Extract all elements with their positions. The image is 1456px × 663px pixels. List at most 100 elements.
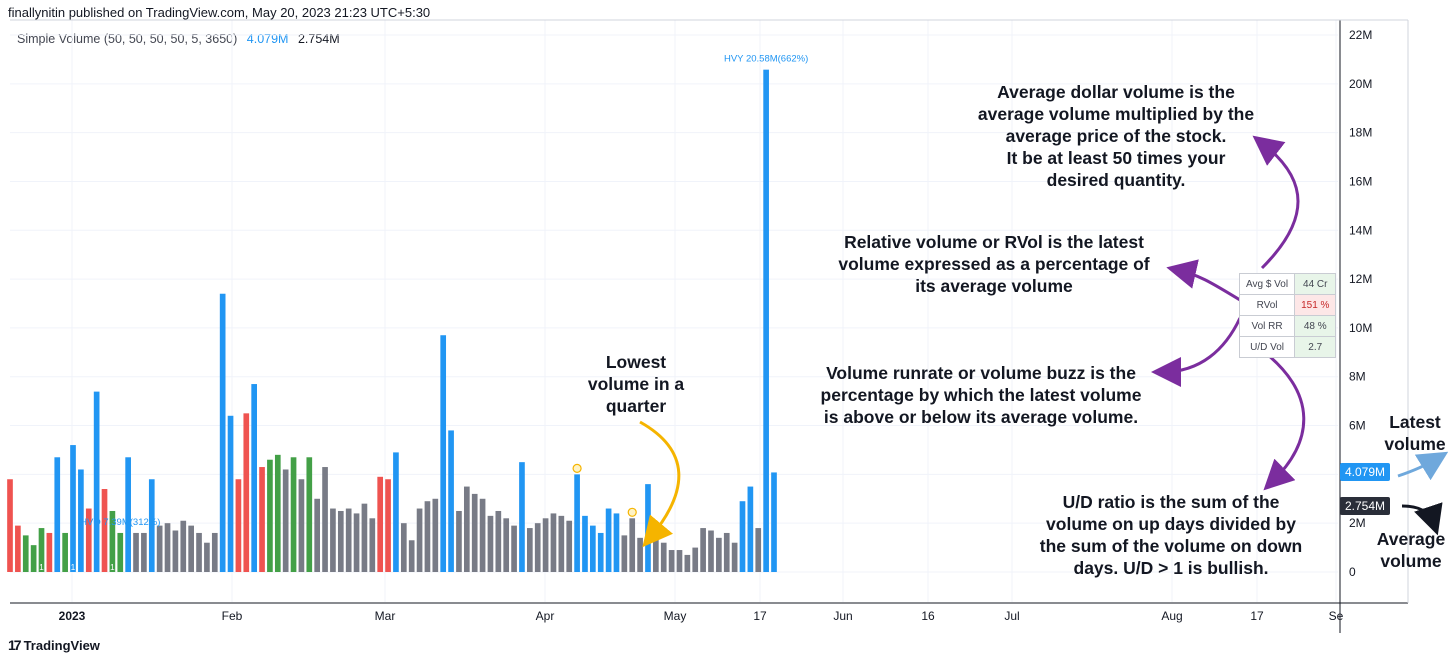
volume-bar[interactable] xyxy=(731,542,738,572)
volume-bar[interactable] xyxy=(188,525,194,572)
volume-bar[interactable] xyxy=(164,523,171,572)
volume-bar[interactable] xyxy=(613,513,620,572)
volume-bar[interactable] xyxy=(519,462,525,572)
volume-bar[interactable] xyxy=(574,474,580,572)
volume-bar[interactable] xyxy=(629,518,636,572)
volume-bar[interactable] xyxy=(148,479,155,572)
volume-bar[interactable] xyxy=(511,525,517,572)
volume-bar[interactable] xyxy=(534,523,541,572)
volume-bar[interactable] xyxy=(432,498,439,572)
volume-bar[interactable] xyxy=(597,532,604,572)
volume-bar[interactable] xyxy=(322,467,328,572)
volume-bar[interactable] xyxy=(243,413,250,572)
volume-bar[interactable] xyxy=(700,528,706,572)
volume-bar[interactable] xyxy=(771,472,777,572)
volume-bar[interactable] xyxy=(590,525,596,572)
volume-bar[interactable] xyxy=(747,486,754,572)
volume-bar[interactable] xyxy=(330,508,336,572)
volume-bar[interactable] xyxy=(117,532,124,572)
volume-bar[interactable] xyxy=(526,528,533,572)
volume-bar[interactable] xyxy=(566,520,573,572)
volume-bar[interactable] xyxy=(30,545,37,572)
volume-bar[interactable] xyxy=(416,508,423,572)
volume-bar[interactable] xyxy=(448,430,454,572)
volume-bar[interactable] xyxy=(660,542,667,572)
volume-bar[interactable] xyxy=(495,510,502,572)
volume-bar[interactable] xyxy=(605,508,612,572)
volume-bar[interactable] xyxy=(487,515,494,572)
volume-bar[interactable] xyxy=(101,489,108,572)
volume-bar[interactable] xyxy=(463,486,470,572)
volume-bar[interactable] xyxy=(78,469,84,572)
volume-bar[interactable] xyxy=(180,520,187,572)
volume-bar[interactable] xyxy=(645,484,651,572)
volume-bar[interactable] xyxy=(637,537,643,572)
volume-bar[interactable] xyxy=(542,518,549,572)
volume-bar[interactable] xyxy=(109,510,116,572)
volume-bar[interactable] xyxy=(62,532,68,572)
volume-bar[interactable] xyxy=(290,457,297,572)
volume-bar[interactable] xyxy=(22,535,29,572)
volume-bar[interactable] xyxy=(503,518,510,572)
volume-bar[interactable] xyxy=(125,457,131,572)
volume-bar[interactable] xyxy=(172,530,179,572)
volume-bar[interactable] xyxy=(251,384,258,572)
volume-bar[interactable] xyxy=(133,532,139,572)
volume-bar[interactable] xyxy=(274,454,281,572)
volume-bar[interactable] xyxy=(653,537,659,572)
volume-bar[interactable] xyxy=(353,513,360,572)
volume-bar[interactable] xyxy=(259,467,265,572)
volume-bar[interactable] xyxy=(471,493,478,572)
volume-bar[interactable] xyxy=(377,476,384,572)
volume-bar[interactable] xyxy=(204,542,210,572)
volume-bar[interactable] xyxy=(15,525,21,572)
volume-bar[interactable] xyxy=(306,457,313,572)
volume-bar[interactable] xyxy=(85,508,92,572)
volume-bar[interactable] xyxy=(70,445,76,572)
volume-bar[interactable] xyxy=(345,508,352,572)
volume-bar[interactable] xyxy=(267,459,273,572)
volume-bar[interactable] xyxy=(156,525,163,572)
volume-bar[interactable] xyxy=(755,528,762,572)
volume-bar[interactable] xyxy=(408,540,415,572)
volume-bar[interactable] xyxy=(196,532,202,572)
volume-bar[interactable] xyxy=(46,532,53,572)
volume-bar[interactable] xyxy=(558,515,565,572)
volume-bar[interactable] xyxy=(684,554,691,572)
volume-bar[interactable] xyxy=(621,535,628,572)
volume-bar[interactable] xyxy=(400,523,407,572)
volume-bar[interactable] xyxy=(314,498,321,572)
volume-bar[interactable] xyxy=(227,415,234,572)
volume-bar[interactable] xyxy=(456,510,462,572)
volume-bar[interactable] xyxy=(337,510,344,572)
volume-bar[interactable] xyxy=(763,69,769,572)
volume-bar[interactable] xyxy=(393,452,399,572)
volume-bar[interactable] xyxy=(668,550,675,572)
volume-bar[interactable] xyxy=(440,335,447,572)
volume-bar[interactable] xyxy=(219,293,226,572)
volume-bar[interactable] xyxy=(361,503,368,572)
tradingview-logo[interactable]: 17 TradingView xyxy=(8,637,100,653)
volume-bar[interactable] xyxy=(424,501,431,572)
volume-bar[interactable] xyxy=(479,498,486,572)
volume-bar[interactable] xyxy=(550,513,557,572)
volume-bar[interactable] xyxy=(692,547,699,572)
volume-bar[interactable] xyxy=(38,528,45,572)
volume-bar[interactable] xyxy=(298,479,305,572)
volume-bar[interactable] xyxy=(723,532,730,572)
volume-bar[interactable] xyxy=(7,479,13,572)
volume-bar[interactable] xyxy=(716,537,722,572)
volume-bar[interactable] xyxy=(708,530,714,572)
volume-bar[interactable] xyxy=(582,515,588,572)
volume-bar[interactable] xyxy=(93,391,100,572)
volume-bar[interactable] xyxy=(211,532,218,572)
volume-bar[interactable] xyxy=(739,501,746,572)
volume-bar[interactable] xyxy=(385,479,391,572)
volume-bar[interactable] xyxy=(235,479,242,572)
volume-bar[interactable] xyxy=(141,532,147,572)
volume-bar[interactable] xyxy=(282,469,289,572)
volume-bar[interactable] xyxy=(54,457,61,572)
volume-bar[interactable] xyxy=(369,518,376,572)
volume-bar[interactable] xyxy=(676,550,683,572)
